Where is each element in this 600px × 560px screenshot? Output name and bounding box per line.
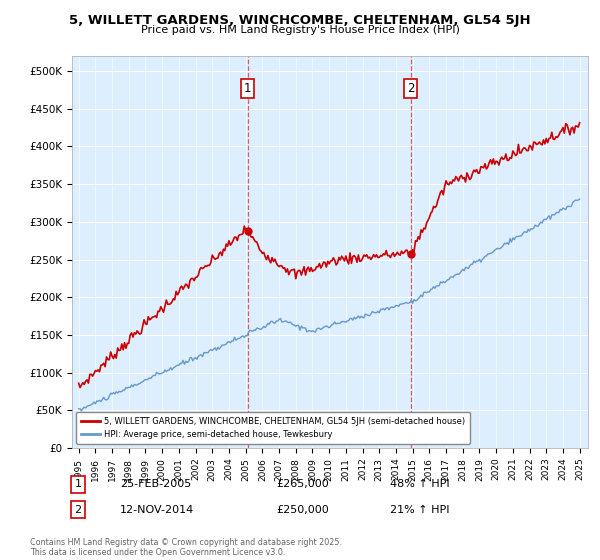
Text: 1: 1 <box>244 82 251 95</box>
Text: 2: 2 <box>407 82 415 95</box>
Text: 25-FEB-2005: 25-FEB-2005 <box>120 479 191 489</box>
Text: £265,000: £265,000 <box>276 479 329 489</box>
Text: £250,000: £250,000 <box>276 505 329 515</box>
Text: Price paid vs. HM Land Registry's House Price Index (HPI): Price paid vs. HM Land Registry's House … <box>140 25 460 35</box>
Text: Contains HM Land Registry data © Crown copyright and database right 2025.
This d: Contains HM Land Registry data © Crown c… <box>30 538 342 557</box>
Text: 48% ↑ HPI: 48% ↑ HPI <box>390 479 449 489</box>
Text: 2: 2 <box>74 505 82 515</box>
Text: 12-NOV-2014: 12-NOV-2014 <box>120 505 194 515</box>
Legend: 5, WILLETT GARDENS, WINCHCOMBE, CHELTENHAM, GL54 5JH (semi-detached house), HPI:: 5, WILLETT GARDENS, WINCHCOMBE, CHELTENH… <box>76 412 470 444</box>
Text: 21% ↑ HPI: 21% ↑ HPI <box>390 505 449 515</box>
Text: 5, WILLETT GARDENS, WINCHCOMBE, CHELTENHAM, GL54 5JH: 5, WILLETT GARDENS, WINCHCOMBE, CHELTENH… <box>69 14 531 27</box>
Text: 1: 1 <box>74 479 82 489</box>
